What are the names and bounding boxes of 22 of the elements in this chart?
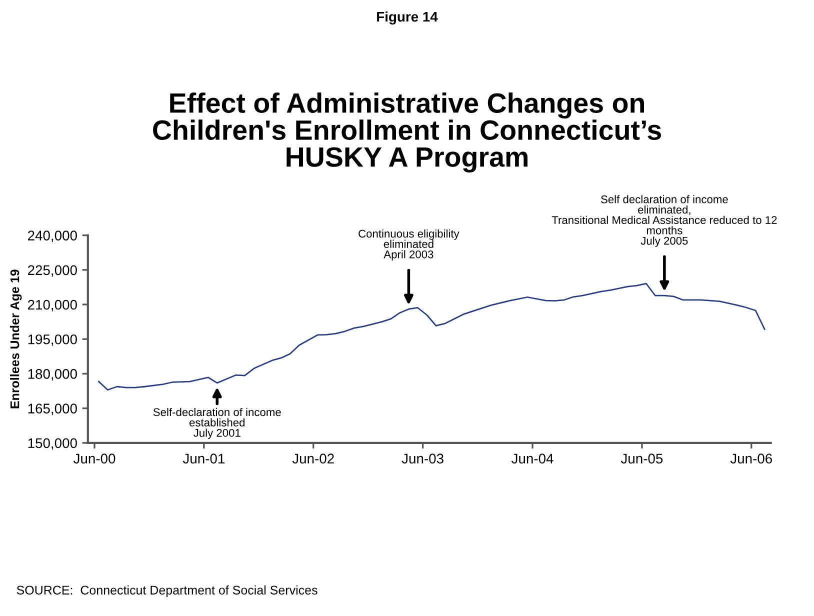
y-tick-label: 225,000 [28, 265, 77, 277]
y-tick-label: 165,000 [28, 404, 77, 416]
line-series [98, 282, 766, 391]
y-tick-label: 195,000 [28, 334, 77, 346]
y-tick-label: 210,000 [28, 300, 77, 312]
y-tick-label: 240,000 [28, 230, 77, 242]
chart-title: Effect of Administrative Changes on Children's Enrollment in Connecticut’s HUSKY A Program [153, 92, 661, 172]
annotation: Self-declaration of income established July 2001 [153, 408, 281, 440]
x-tick-label: Jun-06 [730, 454, 772, 464]
x-tick-label: Jun-05 [620, 454, 663, 464]
x-tick-label: Jun-02 [292, 454, 334, 464]
chart-subtitle: Figure 14 [377, 11, 438, 25]
y-axis-title: Enrollees Under Age 19 [10, 270, 22, 408]
x-tick-label: Jun-00 [73, 454, 116, 464]
x-tick-label: Jun-03 [402, 454, 444, 464]
y-tick-label: 150,000 [28, 438, 77, 450]
y-tick-label: 180,000 [28, 369, 77, 381]
annotation: Continuous eligibility eliminated April 2003 [358, 229, 460, 261]
source-note: SOURCE: Connecticut Department of Social Services [16, 585, 318, 598]
x-tick-label: Jun-04 [512, 454, 554, 464]
x-tick-label: Jun-01 [182, 454, 224, 464]
annotation: Self declaration of income eliminated, Transitional Medical Assistance reduced to 12 months July 2005 [552, 195, 777, 247]
